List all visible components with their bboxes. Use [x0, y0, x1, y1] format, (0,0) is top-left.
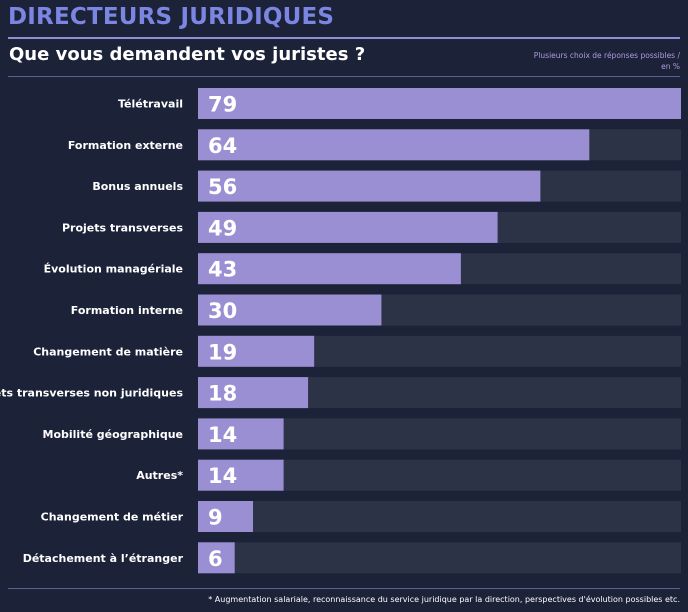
chart-question: Que vous demandent vos juristes ? [9, 44, 366, 65]
footnote: * Augmentation salariale, reconnaissance… [208, 595, 680, 604]
bar-track [198, 501, 681, 532]
bar [198, 501, 254, 532]
category-label: Détachement à l’étranger [23, 552, 184, 565]
title-divider [8, 37, 680, 39]
category-label: Formation interne [71, 304, 183, 317]
value-label: 56 [208, 175, 237, 199]
category-label: Évolution managériale [44, 263, 183, 276]
value-label: 9 [208, 506, 223, 530]
category-label: Mobilité géographique [43, 428, 184, 441]
bar [198, 294, 382, 326]
value-label: 79 [208, 93, 237, 117]
value-label: 64 [208, 134, 237, 158]
category-label: Formation externe [68, 139, 183, 152]
value-label: 43 [208, 258, 237, 282]
bar [198, 253, 461, 285]
note-line-1: Plusieurs choix de réponses possibles / [533, 51, 680, 60]
value-label: 14 [208, 464, 237, 488]
footnote-divider [8, 588, 680, 589]
value-label: 19 [208, 340, 237, 364]
bar-track [198, 542, 681, 574]
category-label: Bonus annuels [92, 180, 183, 193]
category-label: Changement de matière [33, 345, 183, 358]
value-label: 6 [208, 547, 223, 571]
category-label: Autres* [136, 469, 183, 482]
bar [198, 170, 541, 202]
question-divider [8, 76, 680, 77]
value-label: 14 [208, 423, 237, 447]
value-label: 49 [208, 216, 237, 240]
bar [198, 542, 235, 574]
bar [198, 211, 498, 243]
bar [198, 129, 590, 161]
category-label: Projets transverses non juridiques [0, 387, 183, 400]
bar [198, 335, 315, 367]
chart-note: Plusieurs choix de réponses possibles / … [534, 50, 680, 72]
value-label: 30 [208, 299, 237, 323]
bar [198, 377, 309, 409]
bar [198, 88, 681, 119]
bar [198, 459, 284, 491]
category-label: Changement de métier [41, 511, 184, 524]
category-label: Télétravail [118, 98, 183, 111]
bar [198, 418, 284, 450]
category-label: Projets transverses [62, 221, 183, 234]
value-label: 18 [208, 382, 237, 406]
note-line-2: en % [661, 62, 680, 71]
page-title: DIRECTEURS JURIDIQUES [8, 4, 335, 30]
